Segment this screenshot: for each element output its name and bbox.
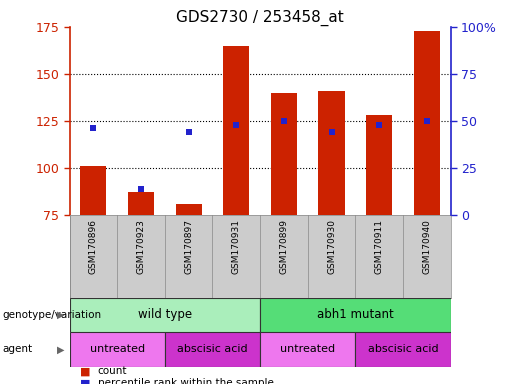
Text: GSM170940: GSM170940 [422, 219, 431, 274]
Text: GSM170896: GSM170896 [89, 219, 98, 274]
Bar [260, 298, 451, 332]
Text: abscisic acid: abscisic acid [177, 344, 248, 354]
Bar [355, 332, 451, 367]
Text: untreated: untreated [90, 344, 145, 354]
Text: count: count [98, 366, 127, 376]
Text: agent: agent [3, 344, 32, 354]
Text: ■: ■ [80, 366, 90, 376]
Text: genotype/variation: genotype/variation [3, 310, 101, 320]
Text: ▶: ▶ [57, 344, 64, 354]
Bar [70, 332, 165, 367]
Text: ▶: ▶ [57, 310, 64, 320]
Bar [70, 298, 260, 332]
Bar [128, 192, 154, 215]
Text: GSM170930: GSM170930 [327, 219, 336, 274]
Bar [318, 91, 345, 215]
Bar [366, 115, 392, 215]
Bar [414, 31, 440, 215]
Text: abscisic acid: abscisic acid [368, 344, 438, 354]
Text: GSM170923: GSM170923 [136, 219, 145, 274]
Bar [223, 46, 249, 215]
Bar [271, 93, 297, 215]
Text: GSM170931: GSM170931 [232, 219, 241, 274]
Bar [260, 332, 355, 367]
Text: GSM170899: GSM170899 [280, 219, 288, 274]
Text: wild type: wild type [138, 308, 192, 321]
Text: GSM170911: GSM170911 [375, 219, 384, 274]
Bar [176, 204, 202, 215]
Text: GSM170897: GSM170897 [184, 219, 193, 274]
Text: abh1 mutant: abh1 mutant [317, 308, 394, 321]
Text: untreated: untreated [280, 344, 335, 354]
Text: ■: ■ [80, 378, 90, 384]
Text: percentile rank within the sample: percentile rank within the sample [98, 378, 274, 384]
Title: GDS2730 / 253458_at: GDS2730 / 253458_at [176, 9, 344, 25]
Bar [80, 166, 107, 215]
Bar [165, 332, 260, 367]
